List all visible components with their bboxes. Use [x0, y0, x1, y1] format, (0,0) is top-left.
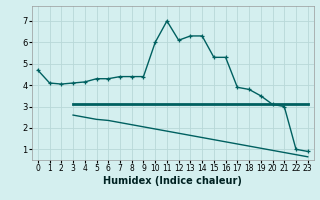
X-axis label: Humidex (Indice chaleur): Humidex (Indice chaleur)	[103, 176, 242, 186]
